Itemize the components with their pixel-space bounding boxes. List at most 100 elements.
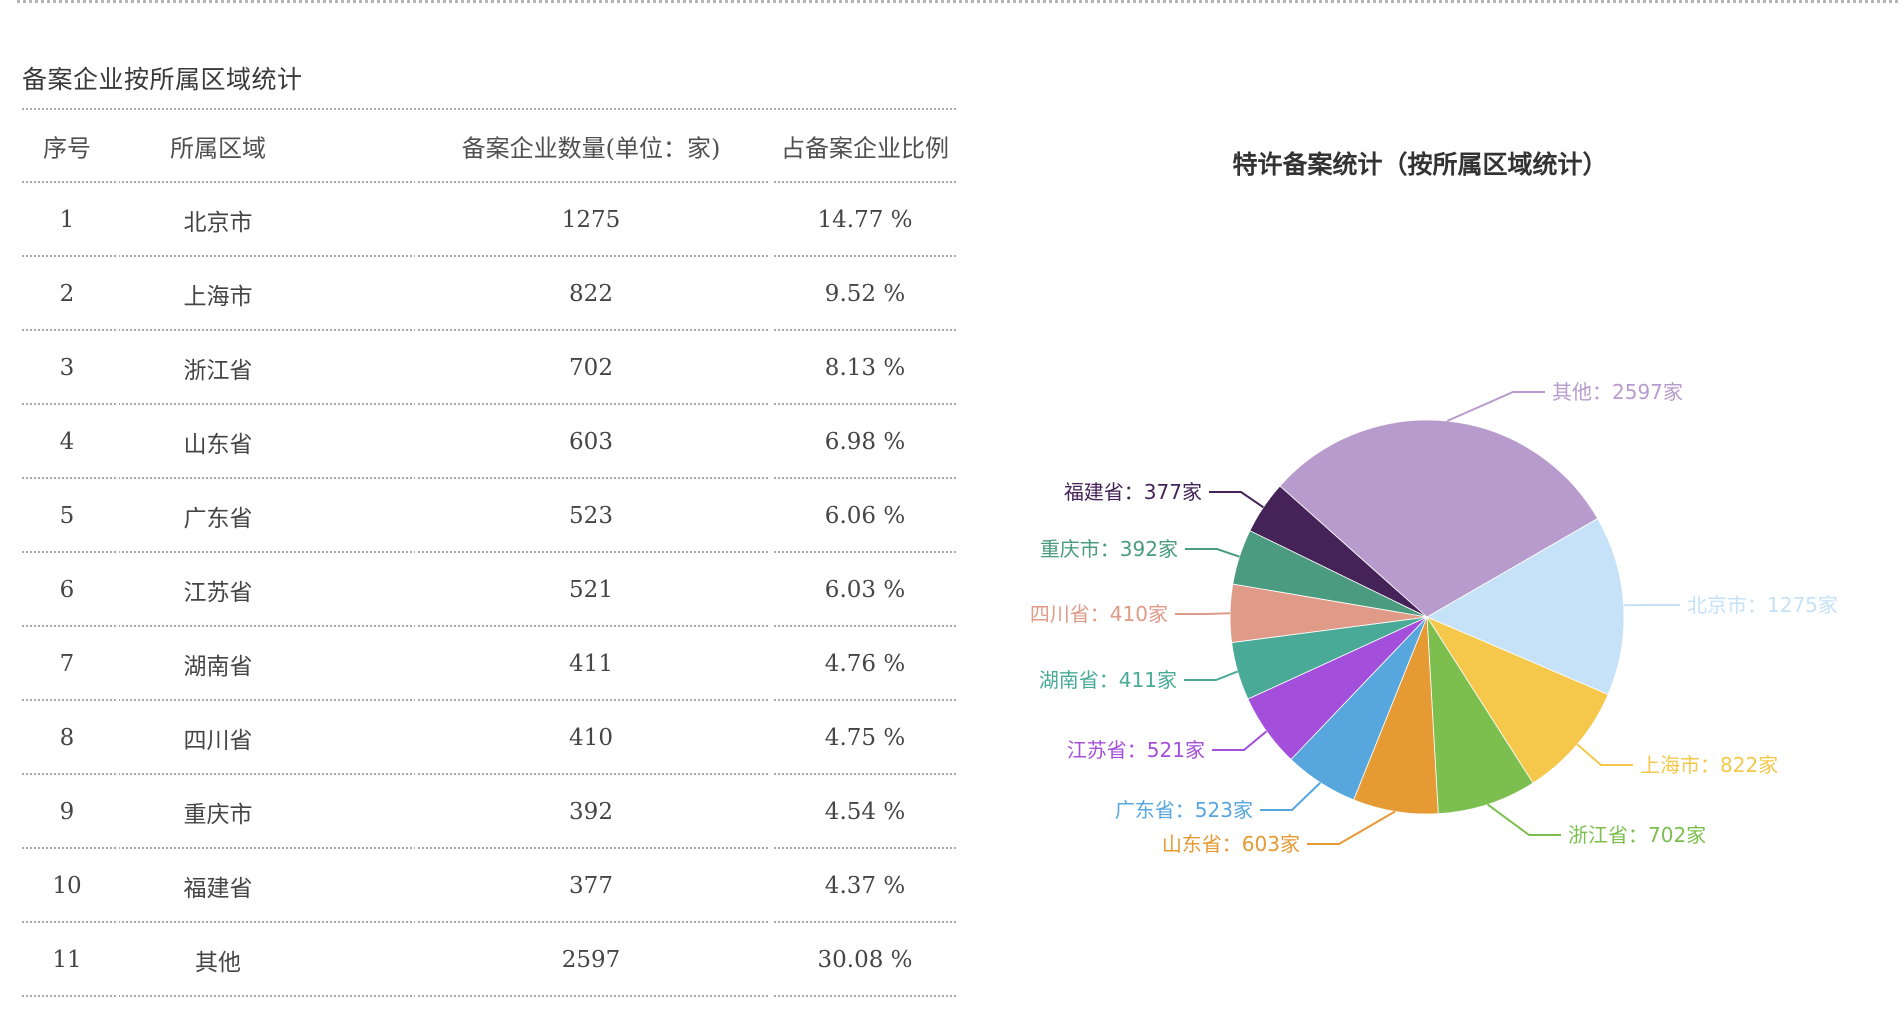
rule-gap — [116, 551, 119, 553]
pie-leader-line — [1487, 803, 1561, 836]
header-ratio: 占备案企业比例 — [781, 134, 949, 162]
table-row: 9 重庆市 392 4.54 % — [22, 775, 956, 849]
rule-gap — [415, 921, 418, 923]
table-body: 1 北京市 1275 14.77 % 2 上海市 822 9.52 % 3 浙江省 702 8.13 … — [22, 183, 956, 997]
rule-gap — [769, 699, 772, 701]
pie-leader-line — [1209, 491, 1264, 509]
rule-gap — [415, 699, 418, 701]
rule-gap — [769, 847, 772, 849]
rule-gap — [116, 995, 119, 997]
cell-count: 377 — [569, 873, 613, 899]
pie-leader-line — [1184, 670, 1239, 681]
cell-count: 523 — [569, 503, 613, 529]
table-row: 1 北京市 1275 14.77 % — [22, 183, 956, 257]
rule-gap — [769, 329, 772, 331]
cell-ratio: 9.52 % — [824, 281, 906, 307]
cell-region: 上海市 — [183, 284, 253, 310]
rule-gap — [769, 255, 772, 257]
cell-region: 北京市 — [183, 210, 253, 236]
table-row: 8 四川省 410 4.75 % — [22, 701, 956, 775]
cell-region: 浙江省 — [183, 358, 253, 384]
cell-index: 3 — [59, 355, 75, 381]
pie-slice-上海市[interactable] — [1425, 616, 1609, 784]
table-row: 4 山东省 603 6.98 % — [22, 405, 956, 479]
pie-label: 重庆市：392家 — [1040, 537, 1178, 561]
cell-count: 2597 — [561, 947, 621, 973]
cell-count: 1275 — [561, 207, 621, 233]
top-divider — [17, 0, 1898, 3]
rule-gap — [116, 329, 119, 331]
pie-leader-line — [1446, 391, 1545, 422]
rule-gap — [116, 699, 119, 701]
table-row: 5 广东省 523 6.06 % — [22, 479, 956, 553]
rule-gap — [415, 847, 418, 849]
rule-gap — [769, 181, 772, 183]
cell-ratio: 4.75 % — [824, 725, 906, 751]
header-count: 备案企业数量(单位：家) — [461, 134, 721, 162]
table-row: 7 湖南省 411 4.76 % — [22, 627, 956, 701]
cell-region: 湖南省 — [183, 654, 253, 680]
cell-index: 9 — [59, 799, 75, 825]
rule-gap — [769, 477, 772, 479]
cell-ratio: 8.13 % — [824, 355, 906, 381]
region-stats-table: 序号 所属区域 备案企业数量(单位：家) 占备案企业比例 1 北京市 1275 14.… — [22, 108, 956, 997]
rule-gap — [116, 477, 119, 479]
pie-slice-其他[interactable] — [1279, 419, 1599, 618]
cell-count: 702 — [569, 355, 613, 381]
table-row: 11 其他 2597 30.08 % — [22, 923, 956, 997]
cell-region: 福建省 — [183, 876, 253, 902]
cell-ratio: 6.98 % — [824, 429, 906, 455]
rule-gap — [769, 773, 772, 775]
rule-gap — [116, 847, 119, 849]
cell-index: 11 — [52, 947, 82, 973]
table-row: 10 福建省 377 4.37 % — [22, 849, 956, 923]
pie-label: 北京市：1275家 — [1687, 593, 1838, 617]
rule-gap — [769, 625, 772, 627]
cell-count: 392 — [569, 799, 613, 825]
cell-ratio: 4.76 % — [824, 651, 906, 677]
cell-count: 822 — [569, 281, 613, 307]
pie-label: 湖南省：411家 — [1039, 668, 1177, 692]
table-header-row: 序号 所属区域 备案企业数量(单位：家) 占备案企业比例 — [22, 108, 956, 183]
cell-ratio: 30.08 % — [817, 947, 913, 973]
rule-gap — [415, 181, 418, 183]
rule-gap — [116, 773, 119, 775]
cell-ratio: 4.54 % — [824, 799, 906, 825]
pie-leader-line — [1175, 612, 1231, 615]
pie-label: 福建省：377家 — [1064, 480, 1202, 504]
rule-gap — [116, 625, 119, 627]
rule-gap — [415, 329, 418, 331]
cell-region: 其他 — [195, 950, 241, 976]
cell-count: 410 — [569, 725, 613, 751]
cell-index: 5 — [59, 503, 75, 529]
cell-index: 10 — [52, 873, 82, 899]
cell-index: 6 — [59, 577, 75, 603]
rule-gap — [415, 773, 418, 775]
cell-ratio: 6.06 % — [824, 503, 906, 529]
pie-label: 江苏省：521家 — [1067, 738, 1205, 762]
rule-gap — [415, 477, 418, 479]
rule-gap — [769, 403, 772, 405]
cell-count: 521 — [569, 577, 613, 603]
section-title: 备案企业按所属区域统计 — [22, 65, 303, 94]
pie-label: 四川省：410家 — [1030, 602, 1168, 626]
rule-gap — [415, 995, 418, 997]
rule-gap — [769, 995, 772, 997]
chart-title: 特许备案统计（按所属区域统计） — [1232, 150, 1608, 179]
table-row: 2 上海市 822 9.52 % — [22, 257, 956, 331]
pie-label: 广东省：523家 — [1115, 798, 1253, 822]
cell-index: 2 — [59, 281, 75, 307]
pie-leader-line — [1260, 781, 1322, 811]
rule-gap — [415, 625, 418, 627]
pie-leader-line — [1185, 548, 1240, 558]
pie-slice-浙江省[interactable] — [1426, 615, 1534, 815]
cell-index: 1 — [59, 207, 75, 233]
rule-gap — [116, 403, 119, 405]
cell-index: 7 — [59, 651, 75, 677]
pie-leader-line — [1212, 730, 1268, 751]
pie-label: 山东省：603家 — [1162, 832, 1300, 856]
cell-index: 4 — [59, 429, 75, 455]
cell-count: 603 — [569, 429, 613, 455]
rule-gap — [116, 255, 119, 257]
